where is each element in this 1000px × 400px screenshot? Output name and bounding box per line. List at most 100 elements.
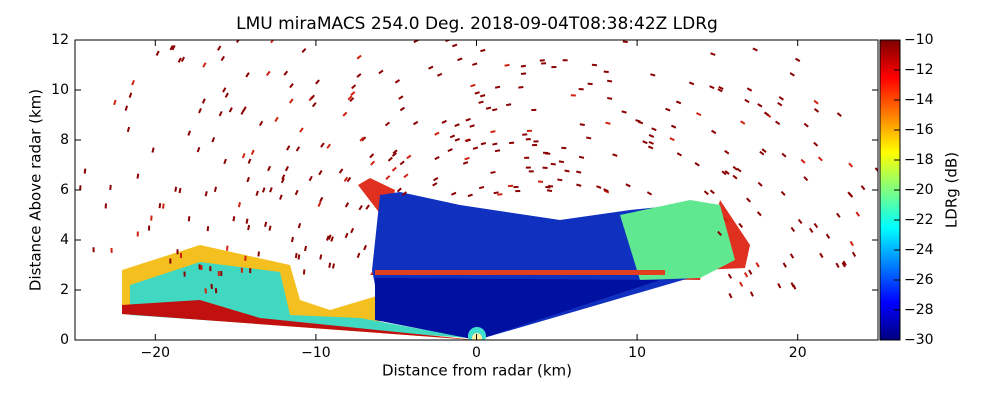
noise-dash bbox=[651, 127, 657, 132]
noise-dash bbox=[607, 96, 613, 100]
noise-dash bbox=[180, 56, 186, 63]
y-tick-label: 4 bbox=[60, 232, 69, 248]
noise-dash bbox=[151, 147, 155, 153]
y-tick-label: 6 bbox=[60, 182, 69, 198]
noise-dash bbox=[504, 63, 510, 67]
noise-dash bbox=[264, 221, 268, 227]
noise-dash bbox=[365, 204, 370, 210]
noise-dash bbox=[399, 160, 405, 166]
noise-dash bbox=[703, 190, 709, 196]
noise-dash bbox=[319, 196, 324, 203]
noise-dash bbox=[521, 4, 526, 5]
noise-dash bbox=[605, 121, 611, 125]
noise-dash bbox=[558, 160, 565, 164]
noise-dash bbox=[158, 203, 162, 209]
noise-dash bbox=[480, 142, 487, 146]
noise-dash bbox=[548, 184, 554, 188]
noise-dash bbox=[545, 185, 551, 189]
noise-dash bbox=[299, 127, 304, 133]
noise-dash bbox=[406, 154, 412, 160]
noise-dash bbox=[520, 64, 527, 68]
noise-dash bbox=[222, 87, 227, 93]
noise-dash bbox=[817, 156, 823, 162]
noise-dash bbox=[732, 32, 737, 34]
echo-right-green bbox=[620, 200, 735, 280]
noise-dash bbox=[506, 103, 512, 107]
noise-dash bbox=[849, 240, 854, 247]
noise-dash bbox=[841, 262, 846, 268]
noise-dash bbox=[326, 143, 332, 149]
noise-dash bbox=[294, 189, 299, 196]
noise-dash bbox=[718, 85, 724, 90]
noise-dash bbox=[835, 262, 840, 268]
noise-dash bbox=[270, 40, 275, 44]
noise-dash bbox=[465, 117, 471, 122]
x-tick-label: 0 bbox=[472, 345, 481, 361]
noise-dash bbox=[286, 145, 291, 151]
colorbar-tick-label: −20 bbox=[904, 182, 934, 198]
noise-dash bbox=[775, 120, 781, 126]
noise-dash bbox=[242, 106, 247, 112]
noise-dash bbox=[202, 62, 207, 68]
noise-dash bbox=[258, 120, 264, 127]
noise-dash bbox=[825, 233, 831, 239]
noise-dash bbox=[860, 185, 866, 191]
noise-dash bbox=[732, 174, 738, 180]
noise-dash bbox=[848, 192, 854, 198]
noise-dash bbox=[267, 165, 272, 172]
y-tick-label: 2 bbox=[60, 282, 69, 298]
noise-dash bbox=[128, 92, 133, 98]
noise-dash bbox=[124, 105, 129, 111]
noise-dash bbox=[155, 50, 160, 56]
noise-dash bbox=[113, 99, 117, 106]
noise-dash bbox=[800, 158, 806, 164]
noise-dash bbox=[363, 244, 368, 251]
noise-dash bbox=[63, 266, 64, 271]
colorbar-tick-label: −30 bbox=[904, 332, 934, 348]
noise-dash bbox=[109, 184, 112, 191]
noise-dash bbox=[485, 106, 492, 110]
noise-dash bbox=[496, 1, 501, 2]
noise-dash bbox=[759, 150, 765, 156]
noise-dash bbox=[813, 108, 820, 113]
noise-dash bbox=[295, 146, 301, 152]
chart-title: LMU miraMACS 254.0 Deg. 2018-09-04T08:38… bbox=[236, 14, 718, 34]
noise-dash bbox=[392, 149, 398, 155]
noise-dash bbox=[241, 153, 246, 159]
noise-dash bbox=[763, 111, 770, 116]
noise-dash bbox=[162, 203, 165, 209]
noise-dash bbox=[338, 168, 344, 174]
noise-dash bbox=[724, 170, 730, 175]
noise-dash bbox=[448, 36, 453, 38]
noise-dash bbox=[196, 146, 201, 153]
noise-dash bbox=[724, 149, 730, 155]
noise-dash bbox=[550, 162, 556, 166]
colorbar-tick-label: −26 bbox=[904, 272, 934, 288]
noise-dash bbox=[206, 226, 210, 232]
noise-dash bbox=[777, 283, 782, 289]
echo-lower bbox=[375, 278, 660, 340]
noise-dash bbox=[848, 162, 854, 168]
noise-dash bbox=[490, 170, 496, 174]
noise-dash bbox=[218, 110, 223, 117]
noise-dash bbox=[126, 126, 131, 133]
noise-dash bbox=[474, 91, 480, 95]
noise-dash bbox=[401, 191, 407, 197]
noise-dash bbox=[749, 291, 754, 297]
noise-dash bbox=[187, 130, 192, 136]
noise-dash bbox=[642, 140, 648, 145]
noise-dash bbox=[757, 181, 763, 187]
noise-dash bbox=[209, 40, 210, 41]
noise-dash bbox=[454, 123, 460, 127]
noise-dash bbox=[746, 87, 753, 92]
noise-dash bbox=[290, 236, 294, 243]
noise-dash bbox=[874, 167, 878, 173]
noise-dash bbox=[311, 102, 317, 108]
noise-dash bbox=[717, 88, 723, 93]
noise-dash bbox=[743, 272, 749, 278]
noise-dash bbox=[274, 116, 279, 123]
noise-dash bbox=[398, 95, 404, 100]
noise-dash bbox=[412, 120, 419, 126]
noise-dash bbox=[744, 98, 750, 104]
noise-dash bbox=[587, 82, 593, 86]
